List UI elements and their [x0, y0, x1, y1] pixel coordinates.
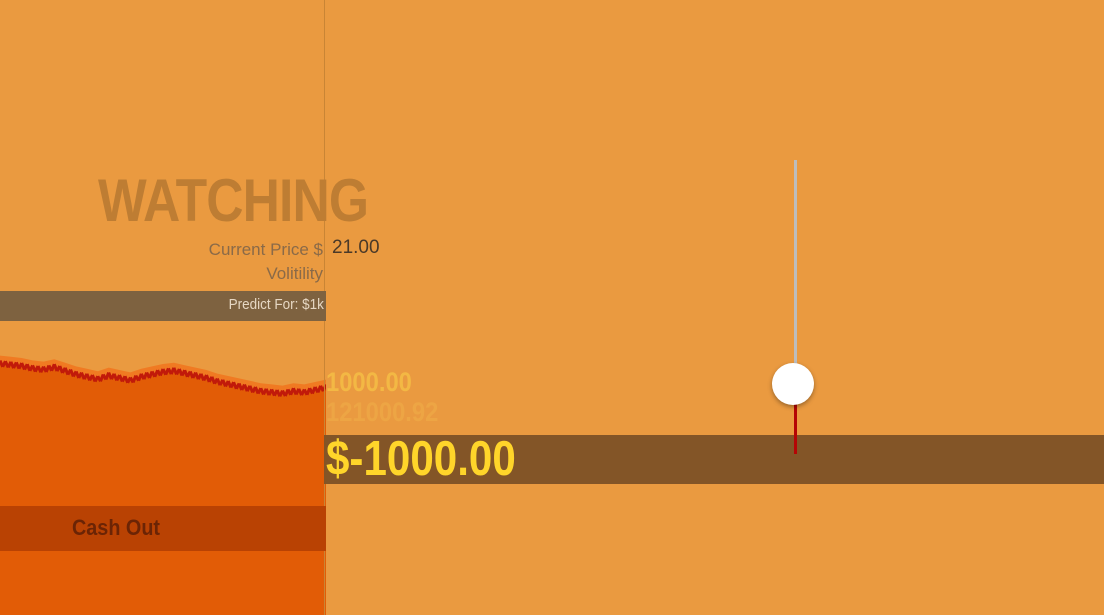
- profit-value: $-1000.00: [326, 432, 516, 486]
- predict-label: Predict For: $1k: [228, 296, 324, 313]
- current-price-label: Current Price $: [208, 240, 323, 259]
- status-title: WATCHING: [98, 167, 369, 234]
- profit-band: [324, 435, 1104, 484]
- cash-out-label: Cash Out: [72, 515, 161, 540]
- slider-track-lower[interactable]: [794, 400, 797, 454]
- circle-knob-icon[interactable]: [772, 363, 814, 405]
- current-price-value: 21.00: [332, 237, 380, 258]
- volatility-label: Volitility: [266, 264, 323, 283]
- cash-out-button[interactable]: Cash Out: [0, 506, 326, 551]
- slider-track-upper[interactable]: [794, 160, 797, 382]
- chart-area-fill: [0, 363, 326, 615]
- price-chart: [0, 355, 326, 615]
- target-value: 1000.00: [326, 367, 412, 397]
- portfolio-value: 121000.92: [326, 397, 439, 427]
- predict-bar[interactable]: Predict For: $1k: [0, 291, 326, 321]
